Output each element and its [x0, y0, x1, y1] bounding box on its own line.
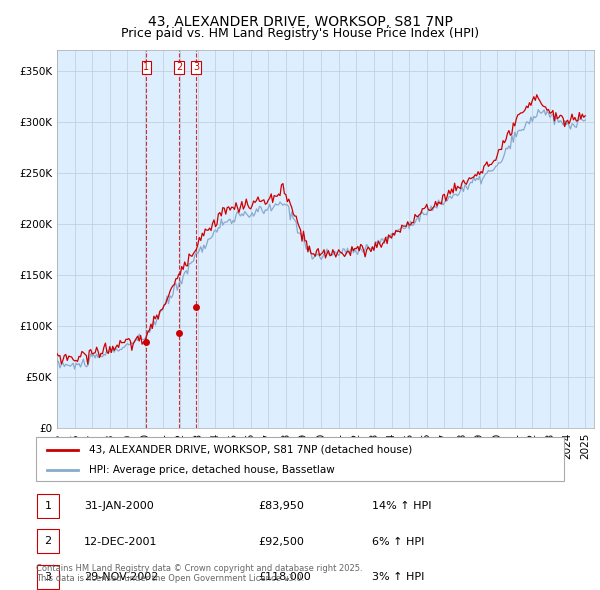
- Text: 43, ALEXANDER DRIVE, WORKSOP, S81 7NP (detached house): 43, ALEXANDER DRIVE, WORKSOP, S81 7NP (d…: [89, 445, 412, 455]
- Text: 1: 1: [44, 501, 52, 511]
- Text: £118,000: £118,000: [258, 572, 311, 582]
- Text: 3: 3: [193, 63, 199, 73]
- FancyBboxPatch shape: [37, 494, 59, 518]
- Text: 3% ↑ HPI: 3% ↑ HPI: [372, 572, 424, 582]
- Text: £83,950: £83,950: [258, 502, 304, 511]
- Text: HPI: Average price, detached house, Bassetlaw: HPI: Average price, detached house, Bass…: [89, 465, 335, 475]
- Text: Price paid vs. HM Land Registry's House Price Index (HPI): Price paid vs. HM Land Registry's House …: [121, 27, 479, 40]
- Text: 6% ↑ HPI: 6% ↑ HPI: [372, 537, 424, 546]
- Text: 31-JAN-2000: 31-JAN-2000: [84, 502, 154, 511]
- Text: 14% ↑ HPI: 14% ↑ HPI: [372, 502, 431, 511]
- Text: 3: 3: [44, 572, 52, 582]
- Text: Contains HM Land Registry data © Crown copyright and database right 2025.
This d: Contains HM Land Registry data © Crown c…: [36, 563, 362, 583]
- Text: 2: 2: [44, 536, 52, 546]
- Text: 12-DEC-2001: 12-DEC-2001: [84, 537, 157, 546]
- Text: £92,500: £92,500: [258, 537, 304, 546]
- Text: 2: 2: [176, 63, 182, 73]
- FancyBboxPatch shape: [37, 565, 59, 589]
- Text: 1: 1: [143, 63, 149, 73]
- Text: 29-NOV-2002: 29-NOV-2002: [84, 572, 158, 582]
- FancyBboxPatch shape: [36, 437, 564, 481]
- Point: [142, 337, 151, 347]
- Point: [191, 303, 201, 312]
- Point: [175, 329, 184, 338]
- Text: 43, ALEXANDER DRIVE, WORKSOP, S81 7NP: 43, ALEXANDER DRIVE, WORKSOP, S81 7NP: [148, 15, 452, 29]
- FancyBboxPatch shape: [37, 529, 59, 553]
